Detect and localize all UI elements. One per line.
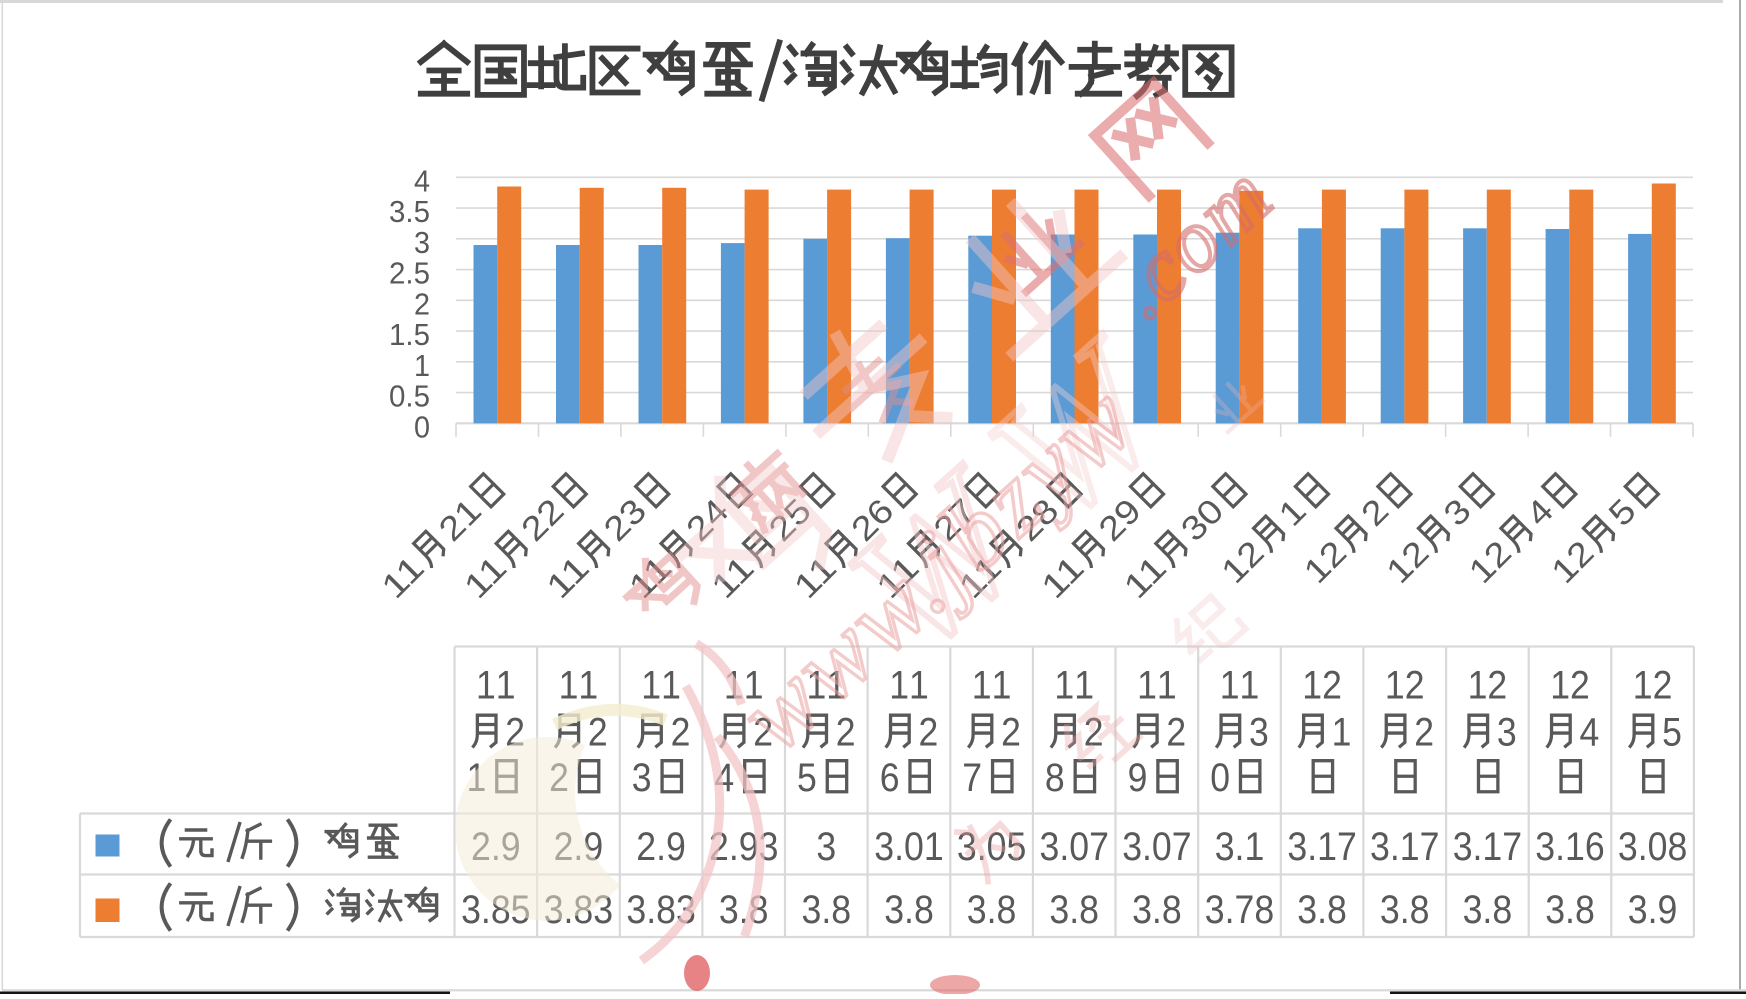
svg-text:3.8: 3.8 <box>802 888 852 932</box>
svg-text:1: 1 <box>826 664 846 708</box>
svg-text:3.1: 3.1 <box>1215 825 1265 869</box>
svg-text:1: 1 <box>641 664 661 708</box>
svg-text:1: 1 <box>1633 664 1653 708</box>
svg-text:3.17: 3.17 <box>1287 825 1356 869</box>
svg-text:1: 1 <box>661 664 681 708</box>
svg-text:3.17: 3.17 <box>1370 825 1439 869</box>
svg-text:2: 2 <box>1322 664 1342 708</box>
svg-text:4: 4 <box>414 163 430 198</box>
svg-text:1: 1 <box>909 664 929 708</box>
svg-text:1: 1 <box>476 664 496 708</box>
svg-text:3.8: 3.8 <box>884 888 934 932</box>
svg-text:3: 3 <box>1249 711 1269 755</box>
svg-text:3.01: 3.01 <box>874 825 943 869</box>
svg-text:2: 2 <box>1570 664 1590 708</box>
svg-text:1: 1 <box>1157 664 1177 708</box>
svg-text:3.16: 3.16 <box>1535 825 1604 869</box>
svg-text:1: 1 <box>1074 664 1094 708</box>
svg-text:3: 3 <box>632 756 652 800</box>
svg-text:3.8: 3.8 <box>1132 888 1182 932</box>
svg-text:1: 1 <box>1302 664 1322 708</box>
svg-text:1: 1 <box>1468 664 1488 708</box>
svg-text:2.5: 2.5 <box>389 256 430 291</box>
svg-text:8: 8 <box>1045 756 1065 800</box>
svg-text:7: 7 <box>962 756 982 800</box>
svg-text:2: 2 <box>1653 664 1673 708</box>
svg-text:5: 5 <box>1662 711 1682 755</box>
svg-text:0: 0 <box>1210 756 1230 800</box>
svg-text:3.8: 3.8 <box>1545 888 1595 932</box>
svg-text:1.5: 1.5 <box>389 317 430 352</box>
svg-text:3: 3 <box>1497 711 1517 755</box>
svg-text:1: 1 <box>744 664 764 708</box>
svg-text:3.07: 3.07 <box>1040 825 1109 869</box>
svg-text:5: 5 <box>797 756 817 800</box>
svg-text:2: 2 <box>836 711 856 755</box>
svg-text:1: 1 <box>1385 664 1405 708</box>
svg-text:3.78: 3.78 <box>1205 888 1274 932</box>
svg-text:3: 3 <box>414 225 430 260</box>
svg-text:2: 2 <box>414 286 430 321</box>
svg-text:3.5: 3.5 <box>389 194 430 229</box>
svg-text:1: 1 <box>972 664 992 708</box>
svg-text:3.8: 3.8 <box>1380 888 1430 932</box>
svg-text:1: 1 <box>1137 664 1157 708</box>
svg-text:1: 1 <box>992 664 1012 708</box>
svg-text:2.9: 2.9 <box>636 825 686 869</box>
svg-text:0: 0 <box>414 409 430 444</box>
svg-text:6: 6 <box>880 756 900 800</box>
svg-text:4: 4 <box>1580 711 1600 755</box>
svg-text:1: 1 <box>807 664 827 708</box>
svg-text:1: 1 <box>1220 664 1240 708</box>
svg-text:1: 1 <box>1332 711 1352 755</box>
svg-text:3.08: 3.08 <box>1618 825 1687 869</box>
svg-text:3.8: 3.8 <box>1463 888 1513 932</box>
svg-text:2: 2 <box>671 711 691 755</box>
svg-text:1: 1 <box>889 664 909 708</box>
svg-text:1: 1 <box>1550 664 1570 708</box>
svg-text:3.17: 3.17 <box>1453 825 1522 869</box>
svg-text:3.9: 3.9 <box>1628 888 1678 932</box>
svg-text:1: 1 <box>578 664 598 708</box>
svg-text:2: 2 <box>1405 664 1425 708</box>
svg-text:3.8: 3.8 <box>1049 888 1099 932</box>
svg-text:2: 2 <box>1166 711 1186 755</box>
svg-text:3.07: 3.07 <box>1122 825 1191 869</box>
svg-text:2: 2 <box>588 711 608 755</box>
svg-text:2: 2 <box>753 711 773 755</box>
svg-text:0.5: 0.5 <box>389 379 430 414</box>
svg-text:2: 2 <box>919 711 939 755</box>
svg-text:2: 2 <box>1414 711 1434 755</box>
svg-text:9: 9 <box>1128 756 1148 800</box>
svg-text:1: 1 <box>1054 664 1074 708</box>
svg-text:3.8: 3.8 <box>1297 888 1347 932</box>
svg-text:1: 1 <box>559 664 579 708</box>
svg-text:1: 1 <box>496 664 516 708</box>
svg-text:3: 3 <box>816 825 836 869</box>
svg-text:1: 1 <box>1240 664 1260 708</box>
svg-text:2: 2 <box>1487 664 1507 708</box>
svg-text:3.8: 3.8 <box>967 888 1017 932</box>
svg-text:1: 1 <box>414 348 430 383</box>
svg-text:2: 2 <box>1001 711 1021 755</box>
